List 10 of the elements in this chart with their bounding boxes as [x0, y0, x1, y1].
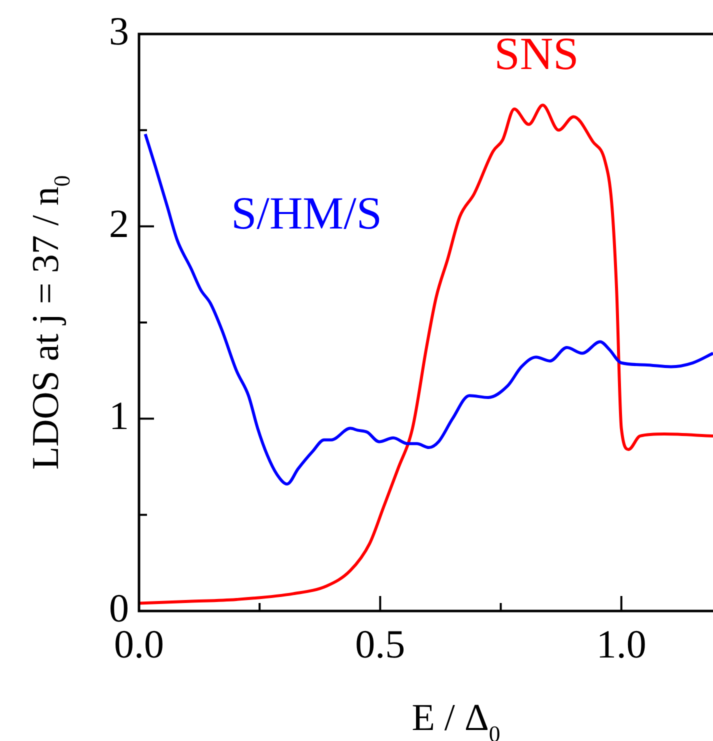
series-label: S/HM/S — [231, 188, 382, 239]
y-axis-title: LDOS at j = 37 / n0 — [25, 175, 74, 470]
x-tick-label: 0.5 — [355, 622, 406, 666]
x-tick-label: 1.0 — [596, 622, 646, 666]
series-label: SNS — [494, 28, 579, 80]
y-tick-label: 2 — [109, 200, 129, 246]
line-series — [139, 104, 713, 605]
y-tick-label: 3 — [109, 8, 129, 54]
line-series — [144, 132, 713, 486]
y-tick-label: 1 — [109, 393, 129, 438]
